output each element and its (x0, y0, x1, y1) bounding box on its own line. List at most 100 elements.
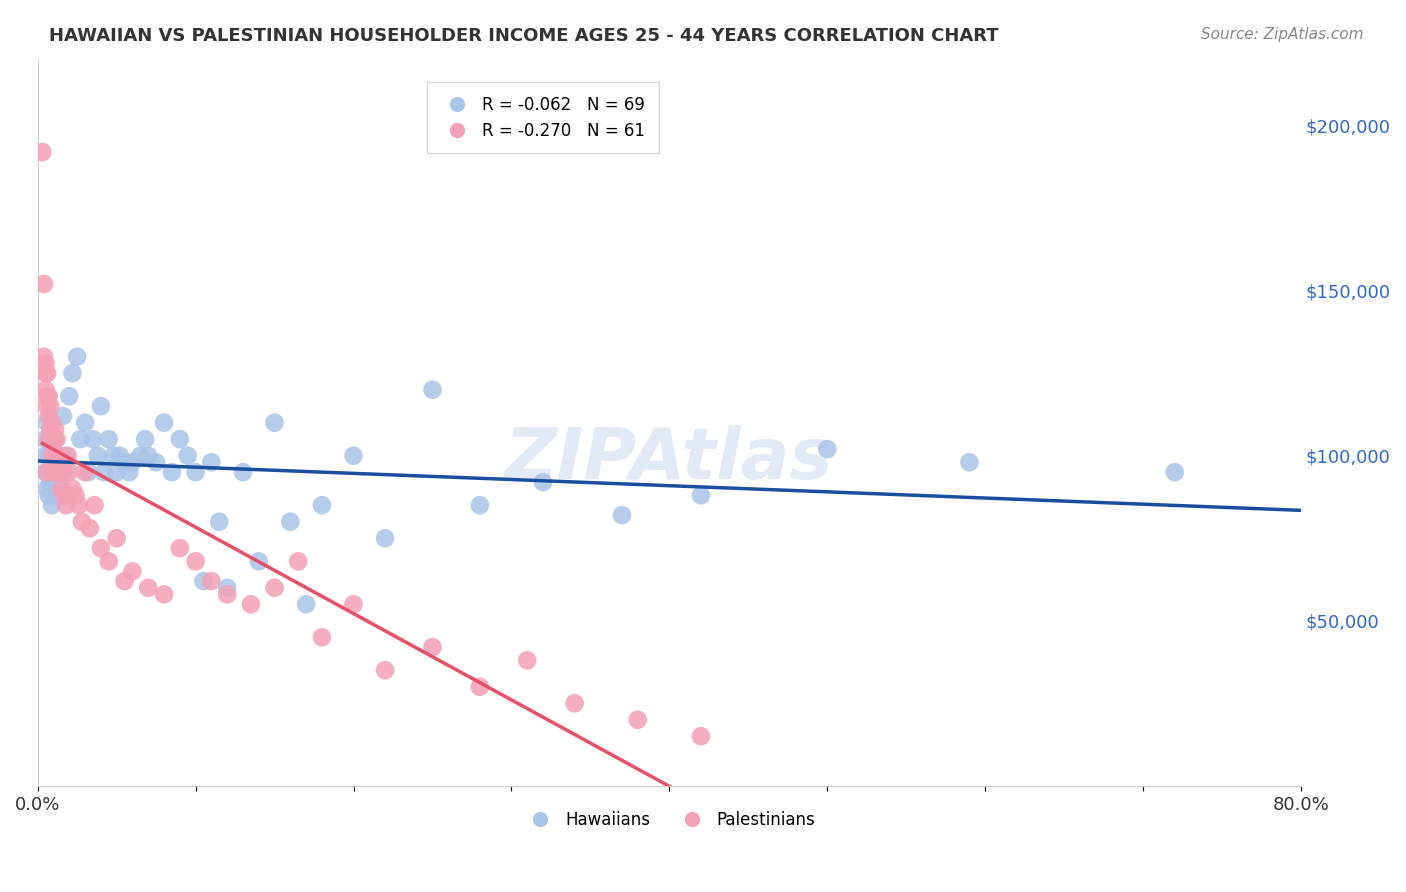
Point (44, 422, 66, 436)
Point (311, 498, 333, 512)
Point (34, 366, 56, 380)
Point (160, 465, 183, 479)
Point (41, 449, 63, 463)
Point (56, 449, 79, 463)
Point (34, 465, 56, 479)
Point (103, 449, 125, 463)
Point (55, 449, 77, 463)
Point (62, 482, 84, 496)
Point (232, 465, 254, 479)
Point (342, 449, 364, 463)
Point (69, 432, 91, 446)
Point (136, 581, 159, 595)
Point (31, 145, 53, 159)
Point (66, 350, 89, 364)
Point (58, 389, 80, 403)
Point (263, 416, 285, 430)
Point (93, 465, 115, 479)
Point (287, 554, 309, 568)
Point (52, 409, 75, 423)
Point (118, 465, 141, 479)
Point (38, 432, 60, 446)
Point (34, 356, 56, 370)
Point (53, 488, 76, 502)
Point (37, 416, 59, 430)
Point (105, 531, 128, 545)
Point (44, 488, 66, 502)
Text: Source: ZipAtlas.com: Source: ZipAtlas.com (1201, 27, 1364, 42)
Point (45, 475, 67, 489)
Point (46, 449, 69, 463)
Point (37, 465, 59, 479)
Point (53, 465, 76, 479)
Point (815, 442, 838, 456)
Point (516, 653, 538, 667)
Point (83, 498, 105, 512)
Point (121, 564, 143, 578)
Point (37, 399, 59, 413)
Point (239, 597, 262, 611)
Point (49, 465, 72, 479)
Point (39, 475, 62, 489)
Point (184, 465, 207, 479)
Point (73, 465, 96, 479)
Point (153, 587, 176, 601)
Point (564, 696, 586, 710)
Point (45, 432, 67, 446)
Text: HAWAIIAN VS PALESTINIAN HOUSEHOLDER INCOME AGES 25 - 44 YEARS CORRELATION CHART: HAWAIIAN VS PALESTINIAN HOUSEHOLDER INCO… (49, 27, 998, 45)
Point (32, 350, 55, 364)
Point (38, 488, 60, 502)
Point (44, 432, 66, 446)
Point (145, 455, 167, 469)
Point (610, 508, 633, 522)
Point (42, 465, 65, 479)
Point (153, 416, 176, 430)
Point (32, 277, 55, 291)
Point (217, 581, 239, 595)
Text: ZIPAtlas: ZIPAtlas (505, 425, 834, 493)
Point (67, 498, 90, 512)
Legend: Hawaiians, Palestinians: Hawaiians, Palestinians (516, 805, 823, 836)
Point (1163, 465, 1185, 479)
Point (41, 498, 63, 512)
Point (51, 488, 73, 502)
Point (200, 574, 222, 588)
Point (531, 475, 554, 489)
Point (51, 482, 73, 496)
Point (34, 383, 56, 397)
Point (169, 541, 191, 555)
Point (342, 597, 364, 611)
Point (311, 630, 333, 644)
Point (295, 597, 318, 611)
Point (193, 574, 215, 588)
Point (468, 498, 491, 512)
Point (129, 449, 152, 463)
Point (45, 455, 67, 469)
Point (44, 449, 66, 463)
Point (37, 482, 59, 496)
Point (39, 422, 62, 436)
Point (374, 663, 396, 677)
Point (247, 554, 270, 568)
Point (38, 449, 60, 463)
Point (468, 680, 491, 694)
Point (422, 383, 444, 397)
Point (42, 432, 65, 446)
Point (58, 465, 80, 479)
Point (957, 455, 980, 469)
Point (86, 449, 108, 463)
Point (37, 465, 59, 479)
Point (38, 389, 60, 403)
Point (82, 432, 104, 446)
Point (90, 399, 112, 413)
Point (280, 515, 302, 529)
Point (79, 521, 101, 535)
Point (136, 449, 159, 463)
Point (97, 554, 120, 568)
Point (374, 531, 396, 545)
Point (42, 449, 65, 463)
Point (105, 465, 128, 479)
Point (42, 465, 65, 479)
Point (34, 449, 56, 463)
Point (46, 449, 69, 463)
